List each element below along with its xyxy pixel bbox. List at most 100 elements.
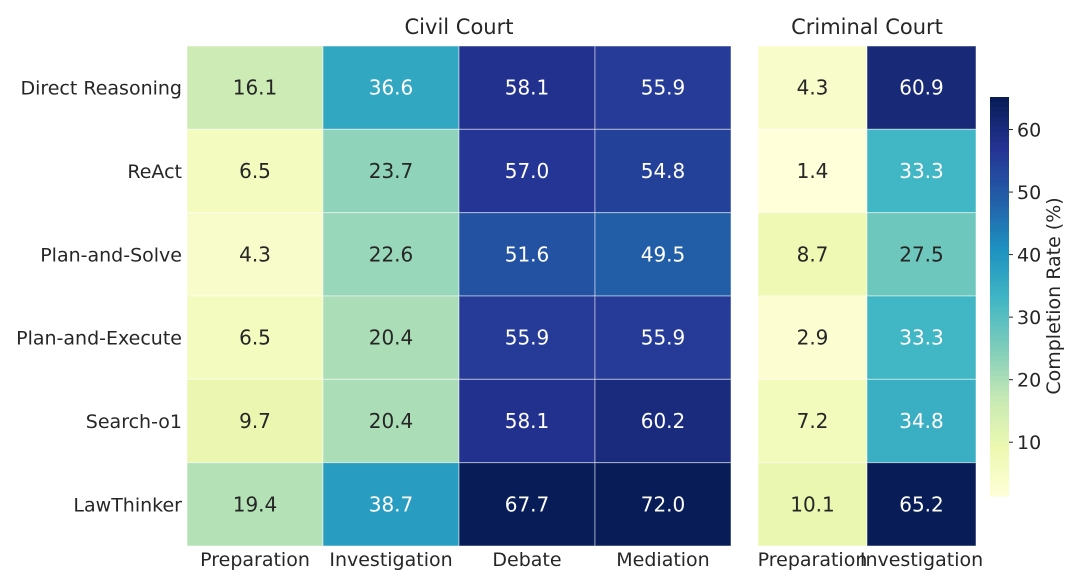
colorbar-segment (990, 106, 1009, 113)
cell-value: 60.2 (641, 409, 686, 433)
heatmap-cell (866, 462, 977, 547)
colorbar-segment (990, 336, 1009, 342)
cell-value: 9.7 (239, 409, 271, 433)
colorbar-segment (990, 261, 1009, 268)
colorbar-segment (990, 466, 1009, 472)
heatmap-cell (186, 378, 324, 464)
colorbar-segment (990, 356, 1009, 362)
colorbar-segment (990, 441, 1009, 447)
cell-value: 7.2 (797, 409, 829, 433)
colorbar-tick-label: 50 (1017, 182, 1041, 204)
cell-value: 60.9 (899, 76, 944, 100)
colorbar-segment (990, 311, 1009, 318)
colorbar-segment (990, 476, 1009, 482)
cell-value: 55.9 (641, 76, 686, 100)
panel-title: Civil Court (405, 15, 514, 39)
colorbar-tick-label: 10 (1017, 432, 1041, 454)
colorbar-segment (990, 211, 1009, 218)
colorbar-segment (990, 206, 1009, 213)
colorbar-segment (990, 456, 1009, 462)
heatmap-cell (186, 295, 324, 380)
colorbar-segment (990, 216, 1009, 223)
row-label: ReAct (127, 161, 182, 183)
colorbar-segment (990, 111, 1009, 118)
colorbar-segment (990, 181, 1009, 188)
colorbar-segment (990, 141, 1009, 148)
colorbar-segment (990, 161, 1009, 168)
colorbar-tick-label: 20 (1017, 370, 1041, 392)
colorbar-segment (990, 436, 1009, 442)
colorbar-segment (990, 236, 1009, 243)
colorbar-segment (990, 391, 1009, 397)
heatmap-cell (186, 128, 324, 214)
colorbar-segment (990, 126, 1009, 133)
colorbar-segment (990, 401, 1009, 407)
heatmap-cell (866, 45, 977, 130)
cell-value: 4.3 (797, 76, 829, 100)
colorbar-segment (990, 426, 1009, 432)
colorbar-segment (990, 186, 1009, 193)
colorbar-tick-label: 60 (1017, 120, 1041, 142)
heatmap-cell (458, 462, 596, 547)
colorbar-tick-label: 40 (1017, 245, 1041, 267)
colorbar-segment (990, 461, 1009, 467)
cell-value: 10.1 (790, 492, 835, 516)
heatmap-cell (322, 45, 460, 130)
colorbar-segment (990, 266, 1009, 273)
colorbar-segment (990, 241, 1009, 248)
colorbar-segment (990, 346, 1009, 352)
colorbar-segment (990, 376, 1009, 382)
heatmap-cell (757, 45, 868, 130)
cell-value: 58.1 (505, 409, 550, 433)
colorbar-segment (990, 201, 1009, 208)
column-label: Preparation (758, 549, 868, 571)
cell-value: 6.5 (239, 159, 271, 183)
colorbar-segment (990, 151, 1009, 158)
colorbar-segment (990, 371, 1009, 377)
colorbar-segment (990, 366, 1009, 372)
colorbar-segment (990, 221, 1009, 228)
cell-value: 49.5 (641, 242, 686, 266)
heatmap-cell (322, 378, 460, 464)
colorbar-segment (990, 331, 1009, 337)
colorbar-segment (990, 491, 1009, 497)
colorbar-segment (990, 256, 1009, 263)
colorbar-segment (990, 97, 1009, 103)
heatmap-cell (594, 295, 732, 380)
cell-value: 58.1 (505, 76, 550, 100)
colorbar-segment (990, 246, 1009, 253)
heatmap-cell (322, 212, 460, 297)
row-label: Plan-and-Solve (40, 244, 182, 266)
colorbar-segment (990, 131, 1009, 138)
cell-value: 72.0 (641, 492, 686, 516)
cell-value: 19.4 (233, 492, 278, 516)
colorbar-segment (990, 451, 1009, 457)
cell-value: 16.1 (233, 76, 278, 100)
cell-value: 1.4 (797, 159, 829, 183)
colorbar-segment (990, 406, 1009, 412)
cell-value: 23.7 (369, 159, 414, 183)
colorbar-segment (990, 341, 1009, 347)
cell-value: 57.0 (505, 159, 550, 183)
colorbar-segment (990, 301, 1009, 308)
colorbar-segment (990, 166, 1009, 173)
cell-value: 33.3 (899, 159, 944, 183)
heatmap-cell (322, 128, 460, 214)
colorbar-segment (990, 136, 1009, 143)
row-label: Direct Reasoning (20, 78, 182, 100)
column-label: Preparation (200, 549, 310, 571)
colorbar-segment (990, 176, 1009, 183)
column-label: Investigation (860, 549, 983, 571)
colorbar-segment (990, 316, 1009, 323)
heatmap-cell (594, 378, 732, 464)
colorbar-segment (990, 276, 1009, 283)
cell-value: 55.9 (641, 326, 686, 350)
cell-value: 27.5 (899, 242, 944, 266)
colorbar-segment (990, 271, 1009, 278)
cell-value: 67.7 (505, 492, 550, 516)
cell-value: 54.8 (641, 159, 686, 183)
row-label: Plan-and-Execute (16, 328, 182, 350)
colorbar-segment (990, 481, 1009, 487)
colorbar-segment (990, 296, 1009, 303)
